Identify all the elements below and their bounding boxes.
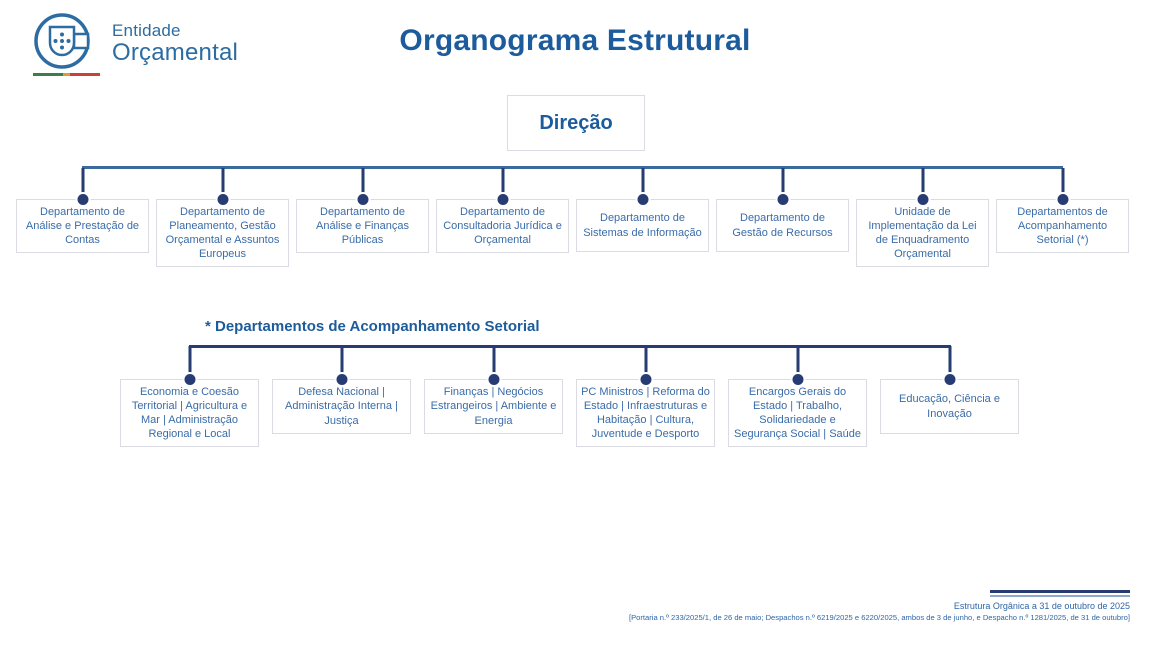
connector-dot <box>1057 194 1068 205</box>
connector-dot <box>640 374 651 385</box>
dept-label: Departamento de Sistemas de Informação <box>583 212 702 239</box>
footer-rule-bottom <box>990 595 1130 597</box>
dept-box-analise-contas: Departamento de Análise e Prestação de C… <box>16 168 149 254</box>
sect-label: Finanças | Negócios Estrangeiros | Ambie… <box>430 386 557 427</box>
sect-box-economia: Economia e Coesão Territorial | Agricult… <box>120 346 259 448</box>
connector-stem <box>188 346 191 380</box>
connector-stem <box>781 168 784 200</box>
connector-dot <box>637 194 648 205</box>
flag-stripe <box>33 73 100 76</box>
connector-dot <box>488 374 499 385</box>
sect-label: Educação, Ciência e Inovação <box>899 393 1000 420</box>
connector-stem <box>221 168 224 200</box>
dept-label: Departamento de Gestão de Recursos <box>732 212 833 239</box>
connector-dot <box>77 194 88 205</box>
connector-stem <box>921 168 924 200</box>
dept-label: Departamento de Planeamento, Gestão Orça… <box>165 206 280 261</box>
brand-name-line2: Orçamental <box>112 38 239 66</box>
root-label: Direção <box>539 111 613 134</box>
sect-box-pc-ministros: PC Ministros | Reforma do Estado | Infra… <box>576 346 715 448</box>
connector-dot <box>917 194 928 205</box>
dept-label: Departamentos de Acompanhamento Setorial… <box>1017 206 1108 247</box>
connector-stem <box>1061 168 1064 200</box>
footer-rule-top <box>990 590 1130 593</box>
dept-box-acompanhamento-setorial: Departamentos de Acompanhamento Setorial… <box>996 168 1129 254</box>
sect-label: PC Ministros | Reforma do Estado | Infra… <box>581 386 710 441</box>
connector-stem <box>796 346 799 380</box>
connector-dot <box>217 194 228 205</box>
connector-stem <box>644 346 647 380</box>
dept-box-planeamento: Departamento de Planeamento, Gestão Orça… <box>156 168 289 268</box>
connector-stem <box>948 346 951 380</box>
connector-dot <box>336 374 347 385</box>
brand-emblem-icon <box>30 12 102 78</box>
connector-dot <box>944 374 955 385</box>
connector-line-departments <box>82 166 1063 169</box>
brand-logo: Entidade Orçamental <box>30 12 238 78</box>
connector-stem <box>340 346 343 380</box>
root-box-direcao: Direção <box>507 95 645 151</box>
brand-name-line1: Entidade <box>112 21 181 40</box>
dept-label: Departamento de Análise e Prestação de C… <box>25 206 140 247</box>
connector-line-sectorial <box>189 345 951 348</box>
sect-box-financas: Finanças | Negócios Estrangeiros | Ambie… <box>424 346 563 434</box>
connector-dot <box>497 194 508 205</box>
dept-box-sistemas-informacao: Departamento de Sistemas de Informação <box>576 168 709 252</box>
connector-dot <box>792 374 803 385</box>
dept-label: Departamento de Análise e Finanças Públi… <box>316 206 409 247</box>
shield-circle-icon <box>34 13 90 69</box>
sect-label: Encargos Gerais do Estado | Trabalho, So… <box>734 386 861 441</box>
sect-label: Economia e Coesão Territorial | Agricult… <box>131 386 248 441</box>
connector-stem <box>361 168 364 200</box>
dept-box-unidade-leo: Unidade de Implementação da Lei de Enqua… <box>856 168 989 268</box>
connector-dot <box>357 194 368 205</box>
sect-box-encargos-gerais: Encargos Gerais do Estado | Trabalho, So… <box>728 346 867 448</box>
connector-dot <box>777 194 788 205</box>
sect-box-educacao: Educação, Ciência e Inovação <box>880 346 1019 434</box>
connector-stem <box>641 168 644 200</box>
sect-label: Defesa Nacional | Administração Interna … <box>285 386 398 427</box>
brand-name: Entidade Orçamental <box>112 22 238 65</box>
departments-row: Departamento de Análise e Prestação de C… <box>16 168 1129 268</box>
dept-label: Unidade de Implementação da Lei de Enqua… <box>868 206 977 261</box>
dept-label: Departamento de Consultadoria Jurídica e… <box>443 206 562 247</box>
dept-box-consultadoria-juridica: Departamento de Consultadoria Jurídica e… <box>436 168 569 254</box>
footer-structure-date: Estrutura Orgânica a 31 de outubro de 20… <box>953 601 1130 611</box>
page-title: Organograma Estrutural <box>399 24 751 57</box>
connector-dot <box>184 374 195 385</box>
connector-stem <box>501 168 504 200</box>
sectorial-row: Economia e Coesão Territorial | Agricult… <box>120 346 1019 448</box>
dept-box-financas-publicas: Departamento de Análise e Finanças Públi… <box>296 168 429 254</box>
connector-stem <box>492 346 495 380</box>
sect-box-defesa: Defesa Nacional | Administração Interna … <box>272 346 411 434</box>
footer-legal-reference: [Portaria n.º 233/2025/1, de 26 de maio;… <box>628 613 1130 622</box>
sectorial-heading: * Departamentos de Acompanhamento Setori… <box>205 318 540 335</box>
connector-stem <box>81 168 84 200</box>
dept-box-gestao-recursos: Departamento de Gestão de Recursos <box>716 168 849 252</box>
